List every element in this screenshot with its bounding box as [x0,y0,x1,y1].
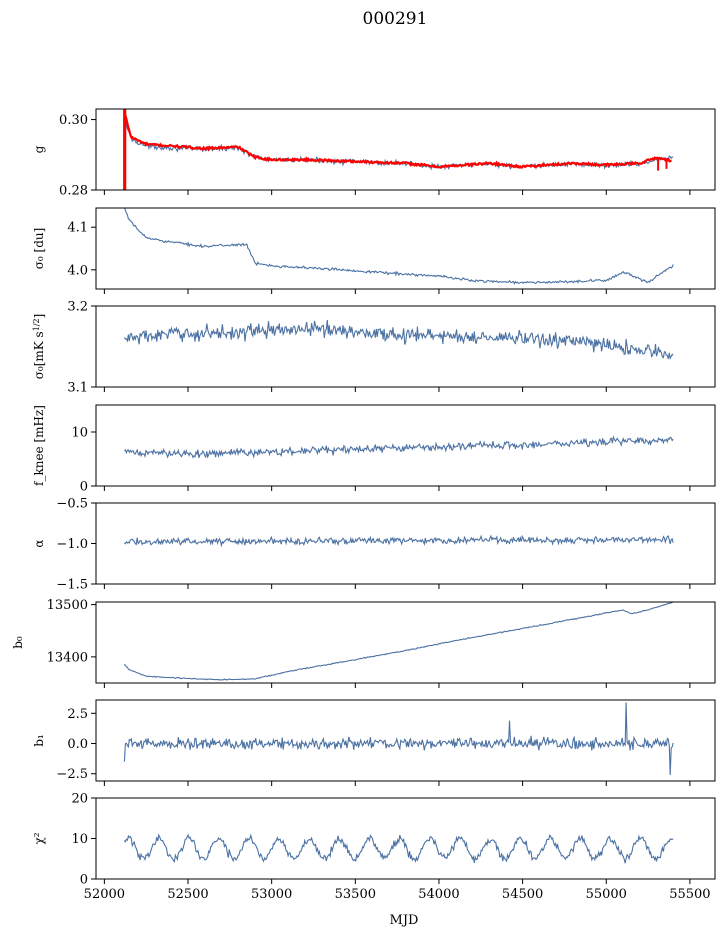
ytick-label-alpha-1: −1.0 [56,537,88,552]
x-axis-label: MJD [390,913,419,928]
panel-sigma0-mk: 3.1 3.2 σ₀[mK s1/2] [32,300,716,396]
axes-frame-alpha [95,502,716,585]
subplot-stack: 0.28 0.30 g 4.0 4.1 σ₀ [du] 3.1 3.2 σ₀[mK s1/2] 0… [11,108,716,902]
ytick-label-b1-0: −2.5 [56,767,88,782]
ytick-label-sigma0-mk-0: 3.1 [67,381,88,396]
axes-frame-sigma0-mk [95,305,716,388]
xtick-label-3: 53500 [335,887,376,902]
ytick-label-sigma0-du-1: 4.1 [67,221,88,236]
ytick-label-b1-2: 2.5 [67,707,88,722]
ytick-label-chi2-1: 10 [71,832,88,847]
ytick-label-chi2-0: 0 [80,873,88,888]
ytick-label-fknee-1: 10 [71,426,88,441]
series-line-b1 [123,702,674,776]
ytick-label-g-0: 0.28 [59,184,88,199]
series-line-sigma0-mk [123,319,674,361]
y-axis-label-alpha: α [32,539,46,547]
series-line-fknee [124,435,674,459]
y-axis-label-b1: b₁ [32,734,46,747]
ytick-label-b0-1: 13500 [47,598,88,613]
series-line-chi2 [123,833,674,864]
series-line-sigma0-du [124,208,674,285]
y-axis-label-chi2: χ² [32,832,46,844]
axes-frame-sigma0-du [95,207,716,290]
xtick-label-6: 55000 [586,887,627,902]
panel-g: 0.28 0.30 g [32,108,716,199]
ytick-label-alpha-2: −0.5 [56,497,88,512]
ytick-label-g-1: 0.30 [59,113,88,128]
series-line-g [123,117,674,171]
axes-frame-g [95,108,716,191]
panel-b1: −2.5 0.0 2.5 b₁ [32,699,716,786]
axes-frame-b0 [95,601,716,684]
ytick-label-sigma0-mk-1: 3.2 [67,300,88,315]
panel-chi2: 0 10 20 52000 52500 53000 53500 54000 54500 55000… [32,792,716,902]
xtick-label-1: 52500 [167,887,208,902]
y-axis-label-g: g [32,145,46,153]
panel-fknee: 0 10 f_knee [mHz] [32,404,716,495]
y-axis-label-b0: b₀ [11,636,25,649]
panel-b0: 13400 13500 b₀ [11,598,716,688]
y-axis-label-fknee: f_knee [mHz] [32,405,46,486]
ytick-label-b0-0: 13400 [47,650,88,665]
panel-sigma0-du: 4.0 4.1 σ₀ [du] [32,207,716,294]
ytick-label-b1-1: 0.0 [67,737,88,752]
y-axis-label-sigma0-mk: σ₀[mK s1/2] [32,314,47,380]
ytick-label-sigma0-du-0: 4.0 [67,263,88,278]
ytick-label-fknee-0: 0 [80,480,88,495]
ytick-label-chi2-2: 20 [71,792,88,807]
y-axis-label-sigma0-du: σ₀ [du] [32,228,46,270]
axes-frame-b1 [95,699,716,782]
xtick-label-7: 55500 [669,887,710,902]
model-line-g [123,112,672,170]
xtick-label-0: 52000 [84,887,125,902]
figure-title: 000291 [363,9,428,29]
ytick-label-alpha-0: −1.5 [56,578,88,593]
xtick-label-5: 54500 [502,887,543,902]
panel-alpha: −1.5 −1.0 −0.5 α [32,497,716,593]
axes-frame-fknee [95,404,716,487]
series-line-b0 [123,602,674,681]
xtick-label-4: 54000 [418,887,459,902]
xtick-label-2: 53000 [251,887,292,902]
series-line-alpha [124,534,674,548]
